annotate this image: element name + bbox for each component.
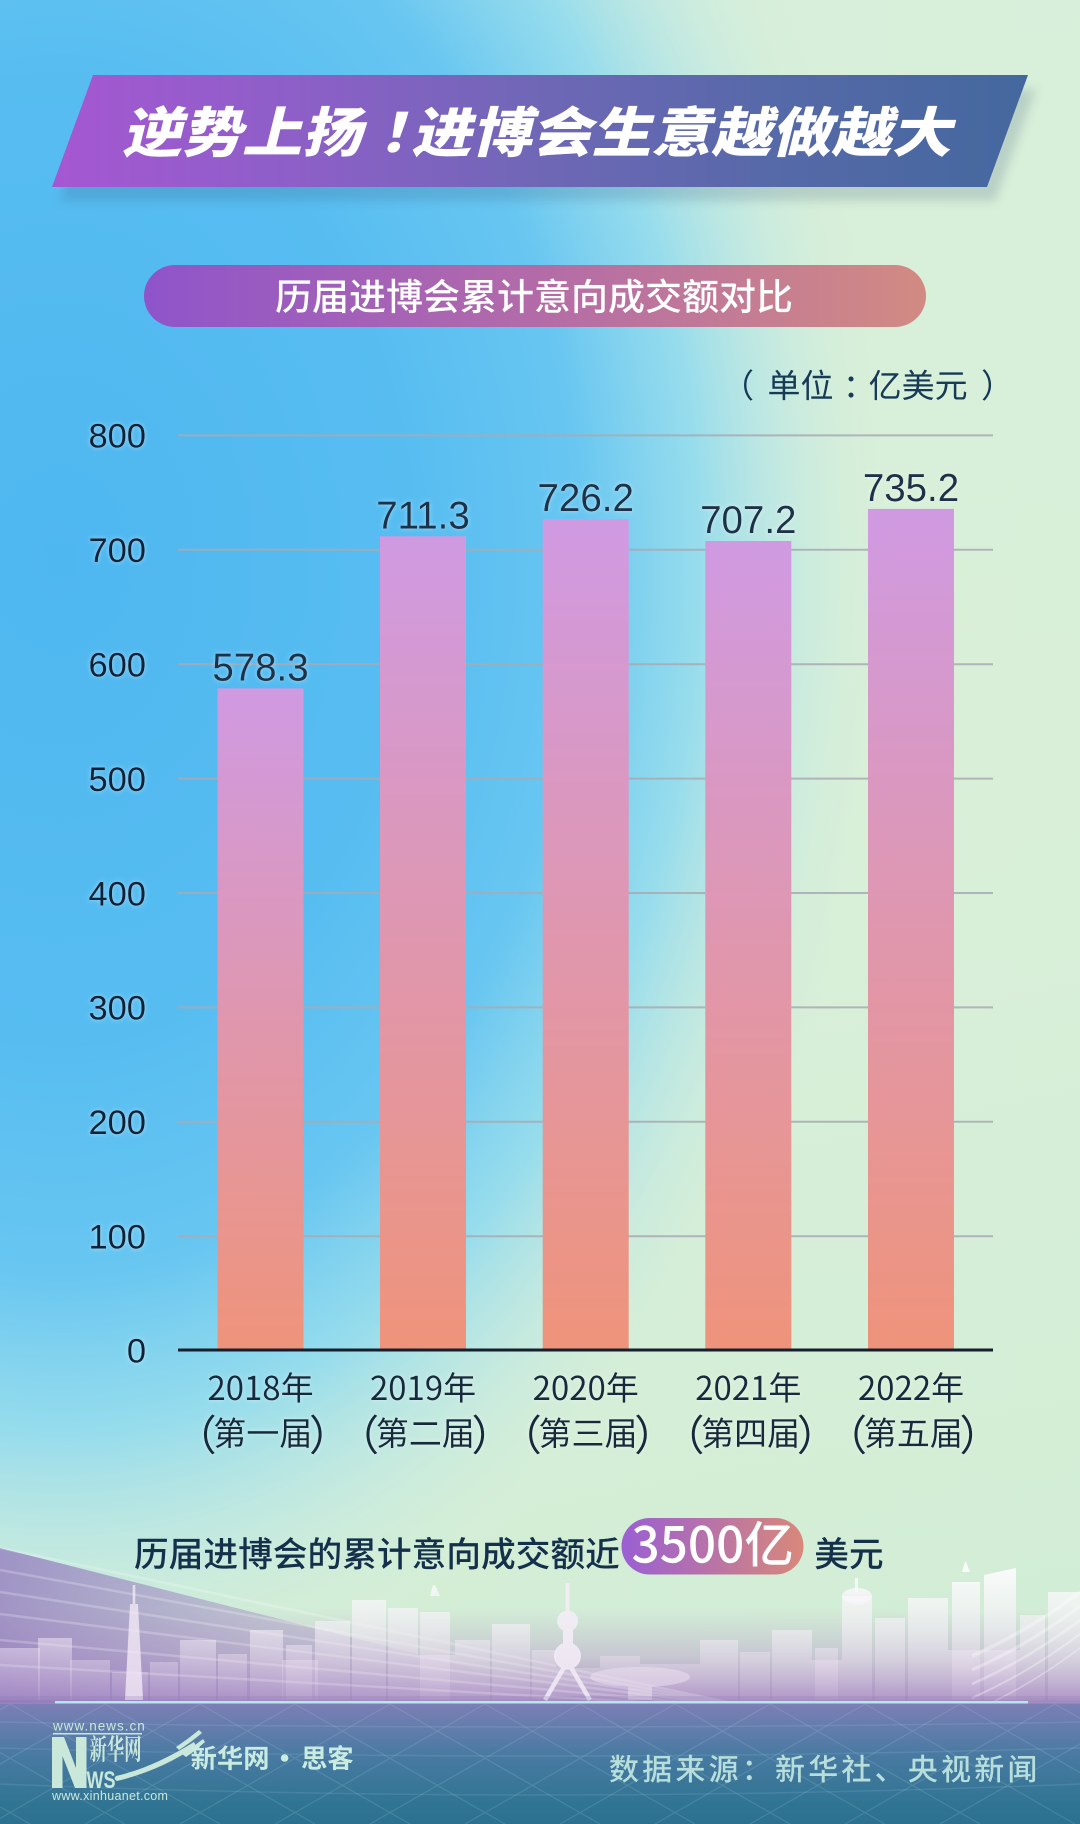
svg-text:600: 600 [88, 647, 146, 685]
svg-text:707.2: 707.2 [700, 499, 796, 542]
svg-text:www.news.cn: www.news.cn [52, 1719, 146, 1734]
svg-text:711.3: 711.3 [376, 494, 470, 537]
svg-text:0: 0 [127, 1332, 146, 1370]
svg-text:400: 400 [88, 875, 146, 913]
svg-text:800: 800 [88, 418, 146, 456]
svg-text:700: 700 [88, 532, 146, 570]
svg-text:726.2: 726.2 [538, 477, 634, 520]
svg-text:200: 200 [88, 1104, 146, 1142]
svg-text:www.xinhuanet.com: www.xinhuanet.com [51, 1789, 168, 1803]
svg-text:578.3: 578.3 [212, 646, 308, 689]
svg-text:500: 500 [88, 761, 146, 799]
svg-text:100: 100 [88, 1219, 146, 1257]
svg-text:300: 300 [88, 990, 146, 1028]
svg-text:735.2: 735.2 [863, 467, 959, 510]
